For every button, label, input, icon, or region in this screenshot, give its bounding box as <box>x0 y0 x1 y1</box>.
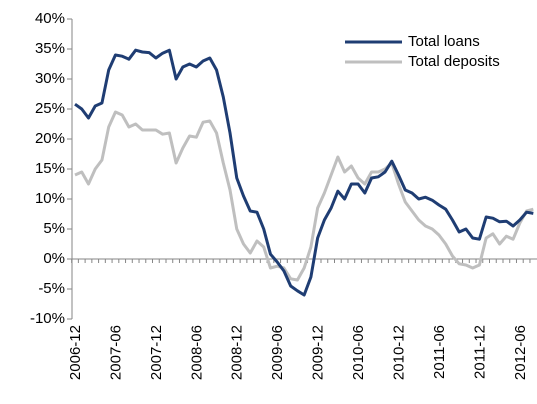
y-tick-label: 5% <box>43 220 65 237</box>
y-tick-label: -10% <box>30 310 65 327</box>
x-tick-label: 2008-12 <box>229 325 246 380</box>
y-tick-label: -5% <box>38 280 65 297</box>
x-tick-label: 2011-12 <box>471 325 488 379</box>
y-tick-label: 0% <box>43 250 65 267</box>
x-tick-label: 2007-06 <box>107 325 124 380</box>
legend-label: Total deposits <box>408 53 500 70</box>
y-tick-label: 10% <box>35 190 65 207</box>
series-line <box>74 48 534 297</box>
x-tick-label: 2008-06 <box>188 325 205 380</box>
x-tick-label: 2006-12 <box>67 325 84 380</box>
x-tick-label: 2007-12 <box>148 325 165 380</box>
y-tick-label: 35% <box>35 40 65 57</box>
y-tick-label: 15% <box>35 160 65 177</box>
legend-label: Total loans <box>408 33 480 50</box>
y-tick-label: 25% <box>35 100 65 117</box>
y-tick-label: 20% <box>35 130 65 147</box>
x-tick-label: 2009-12 <box>310 325 327 380</box>
x-tick-label: 2010-06 <box>350 325 367 380</box>
x-tick-label: 2012-06 <box>512 325 529 380</box>
y-tick-label: 40% <box>35 10 65 27</box>
series-line <box>74 110 534 282</box>
x-tick-label: 2011-06 <box>431 325 448 379</box>
x-tick-label: 2009-06 <box>269 325 286 380</box>
y-tick-label: 30% <box>35 70 65 87</box>
x-tick-label: 2010-12 <box>390 325 407 380</box>
